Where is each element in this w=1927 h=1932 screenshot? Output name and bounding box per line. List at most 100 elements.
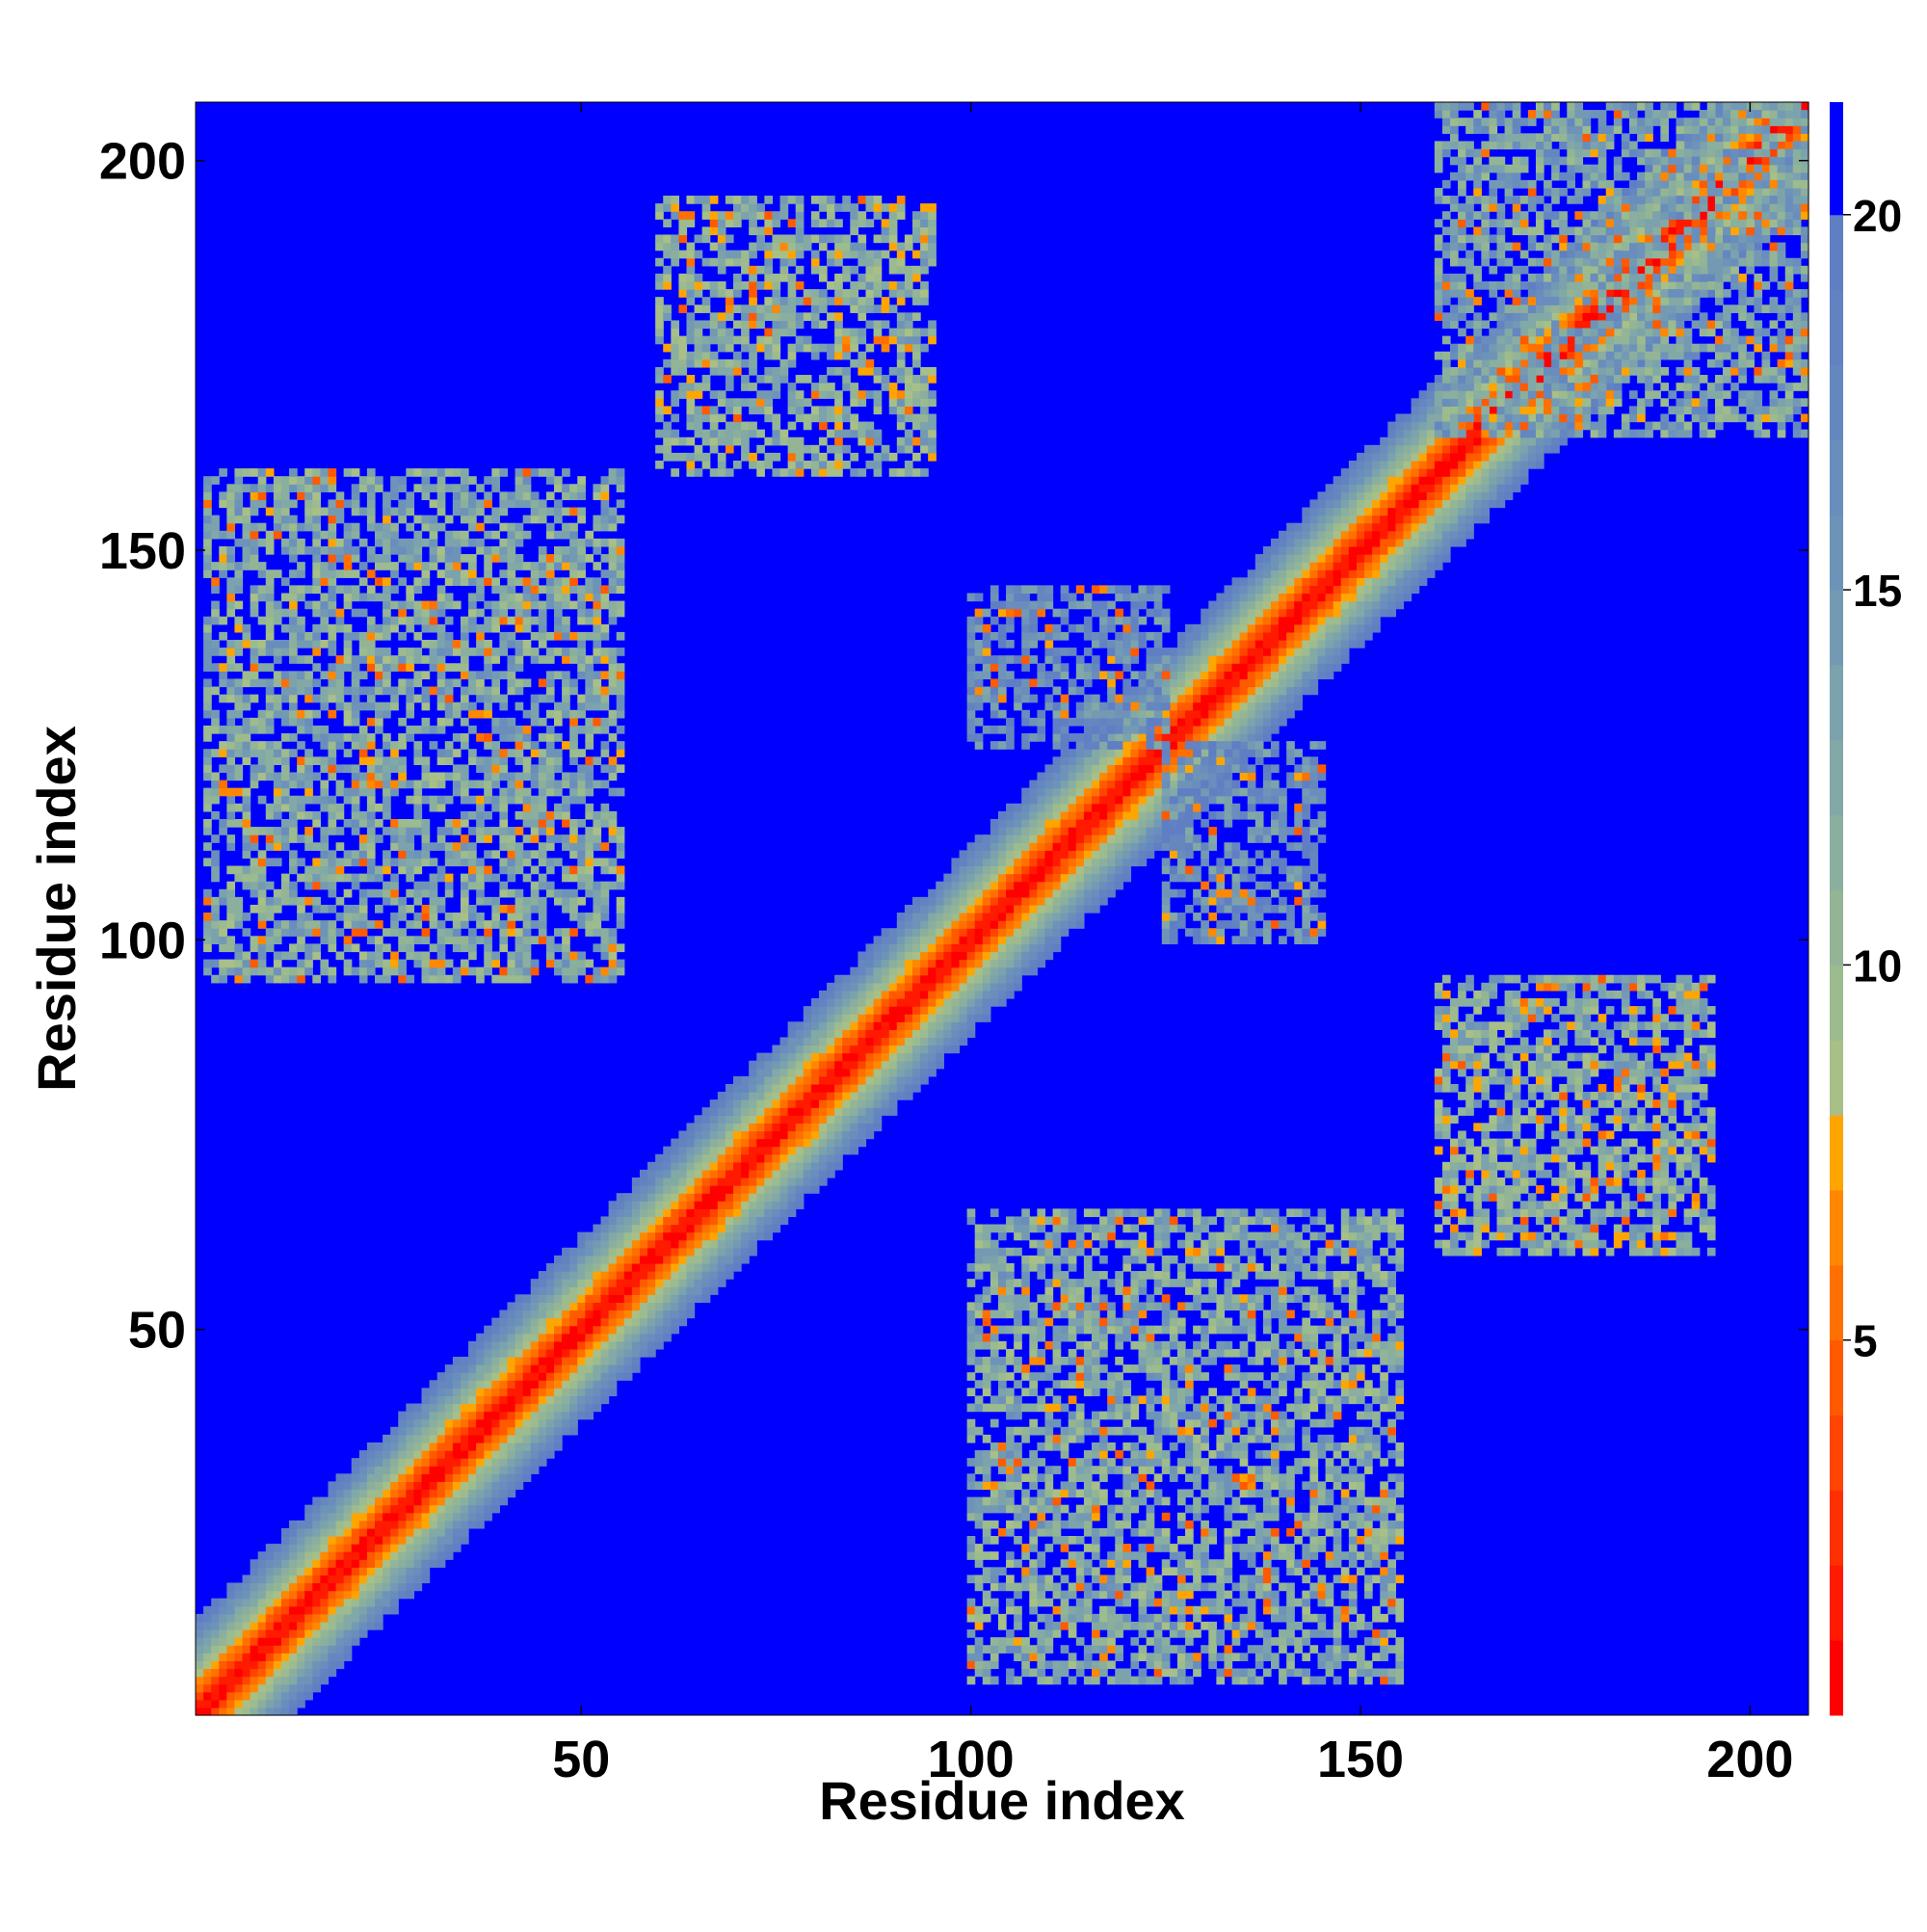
heatmap-cell — [1481, 515, 1491, 524]
heatmap-cell — [297, 1621, 305, 1630]
heatmap-cell — [850, 1130, 858, 1140]
heatmap-cell — [585, 1317, 594, 1327]
heatmap-cell — [452, 1466, 462, 1474]
heatmap-cell — [1286, 616, 1295, 625]
heatmap-cell — [896, 990, 906, 999]
heatmap-cell — [1302, 530, 1311, 540]
heatmap-cell — [608, 1380, 618, 1389]
heatmap-cell — [1629, 187, 1638, 197]
heatmap-cell — [756, 1178, 765, 1186]
heatmap-cell — [335, 1575, 345, 1584]
heatmap-cell — [623, 1333, 633, 1342]
heatmap-cell — [663, 1231, 672, 1241]
heatmap-cell — [1333, 554, 1342, 563]
heatmap-cell — [1450, 444, 1459, 454]
heatmap-cell — [834, 1161, 843, 1171]
heatmap-cell — [1380, 593, 1388, 602]
heatmap-cell — [289, 1544, 298, 1552]
heatmap-cell — [850, 1037, 858, 1046]
heatmap-cell — [888, 1075, 898, 1085]
heatmap-cell — [554, 1279, 563, 1287]
heatmap-cell — [545, 1411, 555, 1420]
heatmap-cell — [1138, 764, 1148, 774]
heatmap-cell — [631, 1231, 641, 1241]
heatmap-cell — [1075, 850, 1085, 860]
heatmap-cell — [1395, 452, 1405, 462]
heatmap-cell — [383, 1458, 391, 1467]
heatmap-cell — [749, 1075, 757, 1085]
heatmap-cell — [1325, 569, 1334, 578]
heatmap-cell — [1014, 896, 1022, 906]
heatmap-cell — [335, 1637, 345, 1646]
heatmap-cell — [335, 1551, 345, 1560]
heatmap-cell — [203, 756, 212, 765]
heatmap-cell — [686, 1302, 696, 1311]
heatmap-cell — [912, 982, 921, 992]
heatmap-cell — [1239, 648, 1249, 656]
heatmap-cell — [297, 1645, 305, 1654]
heatmap-cell — [1769, 187, 1779, 197]
heatmap-cell — [1092, 888, 1100, 898]
heatmap-cell — [203, 663, 212, 672]
heatmap-cell — [1364, 530, 1373, 540]
heatmap-cell — [436, 1418, 446, 1428]
heatmap-cell — [211, 920, 220, 929]
heatmap-cell — [733, 1193, 742, 1202]
heatmap-cell — [444, 1395, 454, 1405]
heatmap-cell — [1294, 678, 1303, 688]
heatmap-cell — [1325, 631, 1334, 641]
heatmap-cell — [966, 1006, 976, 1015]
heatmap-cell — [1348, 491, 1358, 501]
heatmap-cell — [1099, 717, 1108, 727]
heatmap-cell — [1411, 545, 1420, 555]
heatmap-cell — [390, 1527, 399, 1537]
heatmap-cell — [203, 530, 212, 540]
heatmap-cell — [865, 1060, 875, 1070]
heatmap-cell — [1247, 585, 1256, 595]
heatmap-cell — [990, 819, 999, 828]
heatmap-cell — [484, 1466, 492, 1474]
heatmap-cell — [896, 1068, 906, 1077]
heatmap-cell — [436, 1551, 446, 1560]
heatmap-cell — [1668, 297, 1677, 305]
heatmap-cell — [920, 913, 929, 921]
heatmap-cell — [1037, 873, 1046, 883]
heatmap-cell — [1567, 366, 1575, 376]
heatmap-cell — [1535, 375, 1544, 384]
heatmap-cell — [1738, 196, 1747, 204]
heatmap-cell — [997, 959, 1007, 968]
heatmap-cell — [1418, 569, 1428, 578]
heatmap-cell — [1294, 640, 1303, 648]
heatmap-cell — [982, 936, 991, 944]
heatmap-cell — [406, 1426, 415, 1436]
heatmap-cell — [1271, 593, 1280, 602]
heatmap-cell — [888, 974, 898, 984]
heatmap-cell — [1052, 858, 1062, 867]
heatmap-cell — [444, 1411, 454, 1420]
heatmap-cell — [647, 1247, 656, 1257]
heatmap-cell — [1660, 273, 1670, 282]
heatmap-cell — [1099, 873, 1108, 883]
heatmap-cell — [219, 1613, 227, 1623]
heatmap-cell — [1075, 772, 1085, 781]
heatmap-cell — [1021, 888, 1030, 898]
heatmap-cell — [1458, 461, 1466, 469]
heatmap-cell — [1254, 694, 1264, 703]
heatmap-cell — [1699, 242, 1708, 251]
heatmap-cell — [982, 1006, 991, 1015]
heatmap-cell — [881, 1029, 890, 1039]
heatmap-cell — [1333, 616, 1342, 625]
heatmap-cell — [1153, 772, 1163, 781]
heatmap-cell — [1176, 810, 1186, 820]
heatmap-cell — [203, 701, 212, 711]
heatmap-cell — [850, 1029, 858, 1039]
heatmap-cell — [297, 1575, 305, 1584]
heatmap-cell — [959, 904, 968, 913]
heatmap-cell — [1411, 421, 1420, 431]
heatmap-cell — [1075, 842, 1085, 851]
heatmap-cell — [1153, 842, 1163, 851]
heatmap-cell — [647, 1239, 656, 1249]
heatmap-cell — [499, 1340, 509, 1350]
heatmap-cell — [1037, 896, 1046, 906]
heatmap-cell — [273, 1559, 282, 1568]
